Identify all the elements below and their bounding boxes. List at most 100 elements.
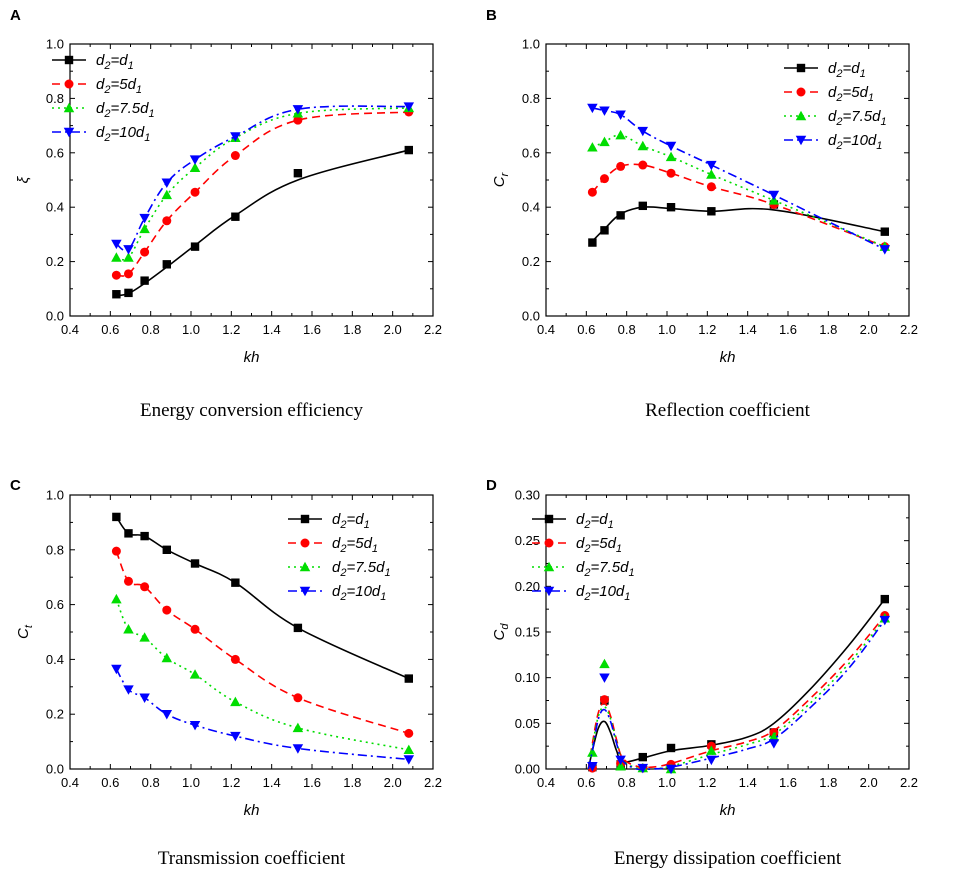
- x-tick-label: 2.2: [900, 775, 918, 790]
- x-tick-label: 1.6: [779, 322, 797, 337]
- y-tick-label: 0.4: [46, 652, 64, 667]
- data-point-s3-1: [599, 106, 610, 116]
- legend-label: d2=10d1: [576, 583, 630, 603]
- y-tick-label: 0.2: [46, 707, 64, 722]
- x-tick-label: 1.6: [303, 322, 321, 337]
- x-tick-label: 0.6: [101, 775, 119, 790]
- data-point-s1-2: [616, 161, 626, 171]
- data-point-s0-4: [666, 743, 676, 753]
- y-tick-label: 0.15: [515, 625, 540, 640]
- x-tick-label: 2.0: [860, 775, 878, 790]
- data-point-s3-1: [599, 673, 610, 683]
- series-line-1: [587, 615, 886, 770]
- x-tick-label: 0.8: [142, 775, 160, 790]
- y-tick-label: 1.0: [522, 37, 540, 52]
- x-tick-label: 0.8: [618, 775, 636, 790]
- data-point-s1-1: [599, 695, 609, 705]
- data-point-s2-3: [161, 652, 173, 663]
- y-tick-label: 0.0: [46, 309, 64, 324]
- x-tick-label: 1.4: [263, 322, 281, 337]
- y-tick-label: 0.0: [522, 309, 540, 324]
- series-line-1: [591, 163, 886, 248]
- x-axis-label: kh: [244, 802, 260, 819]
- data-point-s1-4: [666, 168, 676, 178]
- data-point-s3-1: [123, 245, 134, 255]
- data-point-s0-7: [404, 145, 413, 155]
- data-point-s3-2: [615, 755, 626, 766]
- x-tick-label: 0.4: [61, 322, 79, 337]
- legend-marker: [543, 586, 555, 597]
- panel-letter: C: [10, 477, 21, 494]
- y-tick-label: 0.6: [46, 145, 64, 160]
- x-tick-label: 1.0: [658, 322, 676, 337]
- x-tick-label: 1.2: [698, 775, 716, 790]
- data-point-s0-6: [293, 623, 303, 633]
- x-tick-label: 1.8: [819, 322, 837, 337]
- data-point-s2-6: [292, 722, 304, 733]
- x-tick-label: 1.2: [222, 322, 240, 337]
- data-point-s2-0: [111, 252, 122, 262]
- data-point-s1-1: [123, 576, 133, 586]
- panel-caption: Reflection coefficient: [645, 400, 810, 421]
- data-point-s1-3: [162, 216, 172, 226]
- y-tick-label: 0.8: [522, 91, 540, 106]
- data-point-s1-3: [162, 605, 172, 615]
- x-tick-label: 1.8: [343, 322, 361, 337]
- data-point-s0-4: [190, 559, 200, 568]
- legend-label: d2=5d1: [828, 84, 874, 104]
- series-line-3: [115, 105, 409, 252]
- series-line-3: [592, 107, 886, 251]
- panel-letter: B: [486, 7, 497, 24]
- data-point-s0-2: [616, 211, 625, 220]
- legend-label: d2=5d1: [576, 535, 622, 555]
- data-point-s3-2: [139, 213, 150, 224]
- panel-caption: Energy dissipation coefficient: [614, 848, 842, 869]
- panel-caption: Energy conversion efficiency: [140, 400, 363, 421]
- legend-label: d2=d1: [96, 52, 134, 72]
- data-point-s0-5: [231, 212, 240, 221]
- data-point-s3-0: [111, 664, 122, 675]
- y-axis-label-subscript: t: [23, 624, 35, 628]
- series-line-1: [116, 111, 409, 277]
- panel-b: B 0.4 0.6 0.8 1.0 1.2 1.4 1.6 1.8 2.0 2.2 0.0 0.2 0.4…: [486, 7, 918, 421]
- data-point-s2-0: [587, 747, 598, 757]
- data-point-s0-7: [404, 674, 413, 683]
- y-tick-label: 0.30: [515, 488, 540, 503]
- data-point-s2-4: [189, 162, 201, 172]
- data-point-s3-6: [768, 739, 780, 749]
- x-tick-label: 2.0: [860, 322, 878, 337]
- data-point-s0-7: [880, 594, 889, 604]
- x-tick-label: 0.4: [537, 322, 555, 337]
- data-point-s2-3: [161, 189, 173, 200]
- data-point-s2-2: [615, 129, 626, 140]
- series-line-2: [116, 107, 409, 261]
- y-tick-label: 0.8: [46, 91, 64, 106]
- x-tick-label: 2.2: [900, 322, 918, 337]
- series-line-0: [591, 206, 885, 242]
- x-tick-label: 1.0: [182, 775, 200, 790]
- data-point-s3-6: [292, 105, 304, 115]
- data-point-s1-2: [140, 247, 150, 257]
- y-axis-label-subscript: r: [499, 171, 511, 176]
- series-line-1: [115, 550, 410, 735]
- data-point-s1-1: [599, 174, 609, 184]
- x-tick-label: 1.6: [779, 775, 797, 790]
- series-line-2: [587, 617, 886, 771]
- legend-label: d2=10d1: [332, 583, 386, 603]
- data-point-s3-4: [189, 720, 201, 731]
- x-tick-label: 1.4: [739, 775, 757, 790]
- y-tick-label: 0.25: [515, 533, 540, 548]
- data-point-s0-5: [707, 207, 716, 216]
- y-tick-label: 0.2: [522, 254, 540, 269]
- legend-marker: [300, 538, 310, 548]
- data-point-s3-2: [139, 693, 150, 704]
- y-tick-label: 1.0: [46, 37, 64, 52]
- data-point-s1-5: [706, 182, 716, 192]
- y-axis-label: Ct: [15, 624, 35, 639]
- data-point-s0-3: [162, 545, 171, 554]
- data-point-s1-7: [404, 728, 414, 738]
- data-point-s3-4: [665, 141, 677, 152]
- series-line-0: [587, 598, 886, 770]
- data-point-s1-5: [230, 654, 240, 664]
- legend-label: d2=7.5d1: [96, 100, 155, 120]
